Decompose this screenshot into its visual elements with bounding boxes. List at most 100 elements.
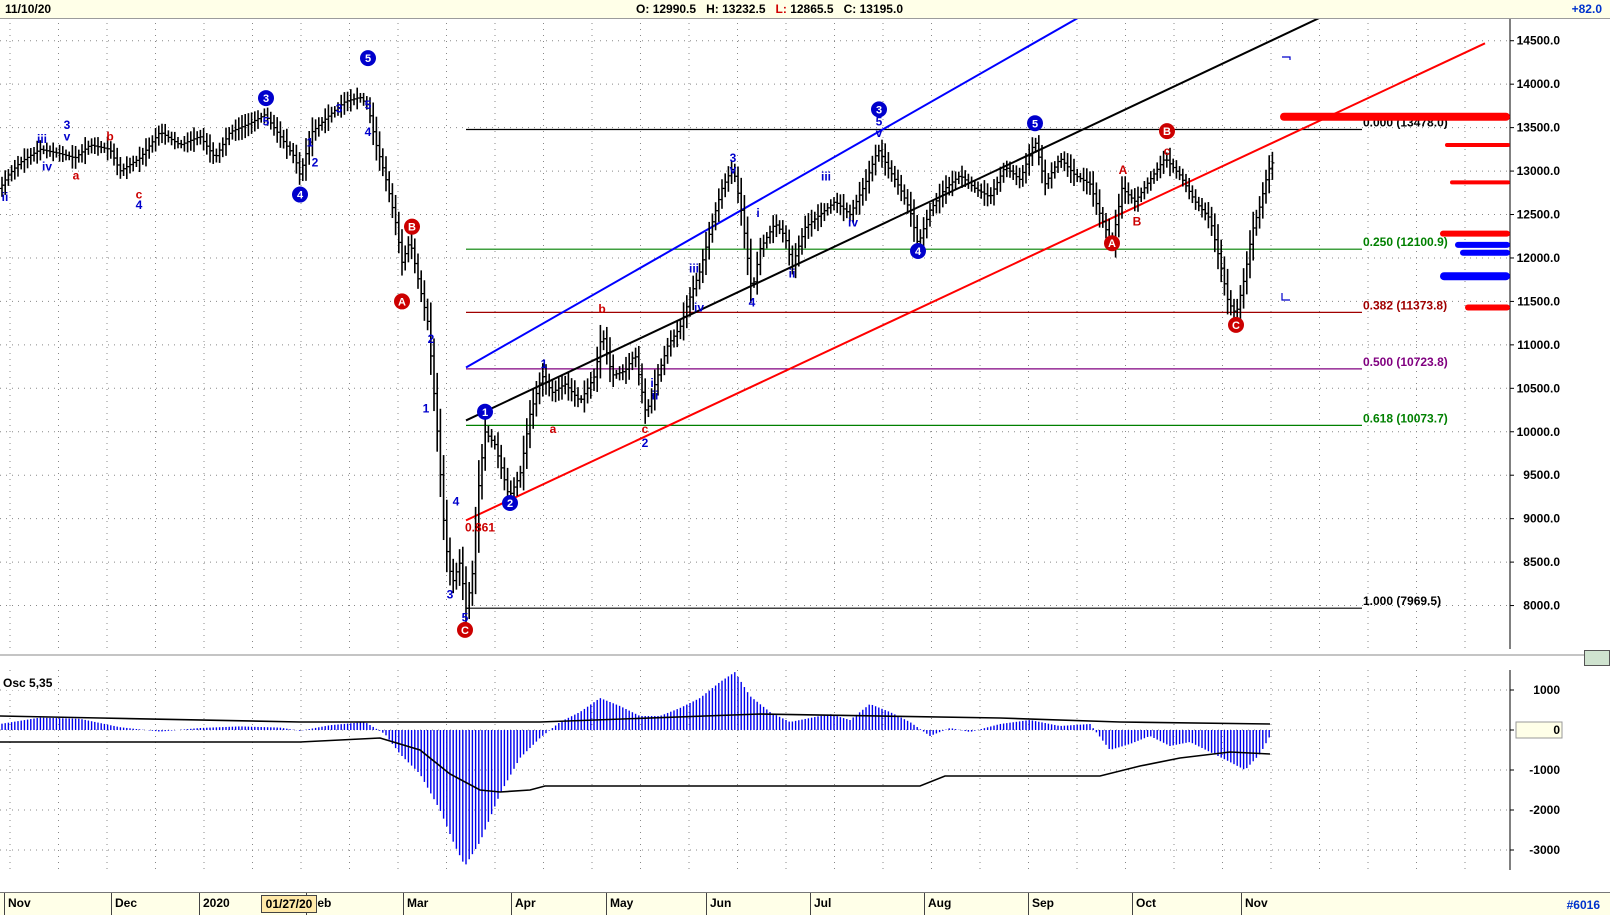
wave-label: b <box>106 129 113 143</box>
month-label: Mar <box>407 896 429 910</box>
wave-label: 4 <box>365 125 372 139</box>
month-label: 2020 <box>203 896 230 910</box>
month-label: Apr <box>515 896 536 910</box>
price-bar <box>1270 151 1275 180</box>
wave-circle-label: B <box>1159 123 1175 140</box>
month-tick <box>1241 893 1242 915</box>
trend-line <box>465 19 1079 369</box>
svg-text:3: 3 <box>876 104 882 116</box>
osc-tick-label: -3000 <box>1529 843 1560 857</box>
wave-label: 2 <box>428 332 435 346</box>
wave-label: iii <box>689 261 699 275</box>
wave-label: ii <box>2 190 9 204</box>
wave-label: 2 <box>312 155 319 169</box>
wave-circle-label: A <box>1104 235 1120 252</box>
projection-bar <box>1440 230 1510 237</box>
svg-text:5: 5 <box>1032 118 1038 130</box>
month-label: Dec <box>115 896 138 910</box>
y-tick-label: 8000.0 <box>1523 599 1560 613</box>
date-marker[interactable]: 01/27/20 <box>261 895 317 913</box>
high-value: 13232.5 <box>722 2 766 16</box>
y-tick-label: 9500.0 <box>1523 468 1560 482</box>
wave-circle-label: 5 <box>1027 115 1043 132</box>
svg-text:B: B <box>408 222 416 234</box>
open-value: 12990.5 <box>652 2 697 16</box>
wave-label: 5 <box>365 98 372 112</box>
panel-badge-icon[interactable] <box>1584 650 1610 666</box>
wave-circle-label: 3 <box>871 101 887 118</box>
projection-bar <box>1450 180 1510 185</box>
projection-bar <box>1445 143 1510 147</box>
y-tick-label: 8500.0 <box>1523 555 1560 569</box>
fib-label: 0.250 (12100.9) <box>1363 235 1448 249</box>
wave-circle-label: 1 <box>477 403 493 420</box>
wave-label: 1 <box>541 357 548 371</box>
osc-tick-label: -1000 <box>1529 763 1560 777</box>
chart-date: 11/10/20 <box>5 2 52 16</box>
wave-circle-label: 4 <box>910 243 926 260</box>
wave-label: 3 <box>730 151 737 165</box>
month-tick <box>199 893 200 915</box>
osc-trend-line <box>0 713 1271 725</box>
month-label: Sep <box>1032 896 1055 910</box>
close-label: C: <box>843 2 857 16</box>
y-tick-label: 14500.0 <box>1517 34 1561 48</box>
svg-text:A: A <box>1108 238 1116 250</box>
month-tick <box>4 893 5 915</box>
month-tick <box>606 893 607 915</box>
month-tick <box>810 893 811 915</box>
wave-label: 5 <box>876 115 883 129</box>
wave-label: 1 <box>307 135 314 149</box>
svg-text:4: 4 <box>915 246 922 258</box>
wave-label: iii <box>37 132 47 146</box>
wave-label: iv <box>848 215 858 229</box>
wave-label: v <box>876 126 883 140</box>
osc-panel-bg <box>0 670 1610 891</box>
low-value: 12865.5 <box>790 2 834 16</box>
wave-circle-label: A <box>394 293 410 310</box>
y-tick-label: 11000.0 <box>1517 338 1560 352</box>
month-tick <box>1132 893 1133 915</box>
month-label: Nov <box>1245 896 1268 910</box>
wave-label: ii <box>789 267 796 281</box>
osc-zero-box <box>1515 721 1563 739</box>
svg-text:4: 4 <box>297 190 304 202</box>
wave-label: a <box>550 422 557 436</box>
wave-circle-label: 5 <box>360 50 376 67</box>
osc-tick-label: -2000 <box>1529 803 1560 817</box>
fib-label: 0.500 (10723.8) <box>1363 355 1448 369</box>
wave-label: c <box>1164 144 1171 158</box>
open-label: O: <box>636 2 650 16</box>
wave-label: c <box>136 188 143 202</box>
close-value: 13195.0 <box>859 2 903 16</box>
svg-text:C: C <box>1232 320 1240 332</box>
month-tick <box>1028 893 1029 915</box>
bracket-marker-top <box>1282 56 1291 60</box>
wave-label: 5 <box>263 115 270 129</box>
bracket-marker-bottom <box>1281 293 1290 301</box>
wave-label: v <box>64 129 71 143</box>
wave-label: 3 <box>64 118 71 132</box>
wave-label: 4 <box>749 295 756 309</box>
y-tick-label: 13500.0 <box>1517 121 1561 135</box>
symbol-id: #6016 <box>1566 898 1600 912</box>
trend-line <box>465 42 1486 522</box>
svg-text:5: 5 <box>365 53 371 65</box>
projection-bar <box>1460 249 1510 256</box>
fib-label: 1.000 (7969.5) <box>1363 594 1441 608</box>
wave-label: i <box>756 206 759 220</box>
wave-label: a <box>73 168 80 182</box>
month-tick <box>403 893 404 915</box>
fib-label: 0.382 (11373.8) <box>1363 298 1447 312</box>
wave-label: i <box>650 376 653 390</box>
wave-label: iii <box>821 169 831 183</box>
y-tick-label: 12500.0 <box>1517 208 1561 222</box>
y-tick-label: 13000.0 <box>1517 164 1561 178</box>
wave-label: A <box>1119 163 1128 177</box>
oscillator-chart[interactable]: 1000 0 -1000 -2000 -3000 <box>0 670 1610 891</box>
y-tick-label: 10500.0 <box>1517 381 1561 395</box>
price-chart[interactable]: 8000.08500.09000.09500.010000.010500.011… <box>0 19 1610 669</box>
month-tick <box>924 893 925 915</box>
wave-circle-label: 4 <box>292 186 308 203</box>
y-tick-label: 14000.0 <box>1517 77 1561 91</box>
